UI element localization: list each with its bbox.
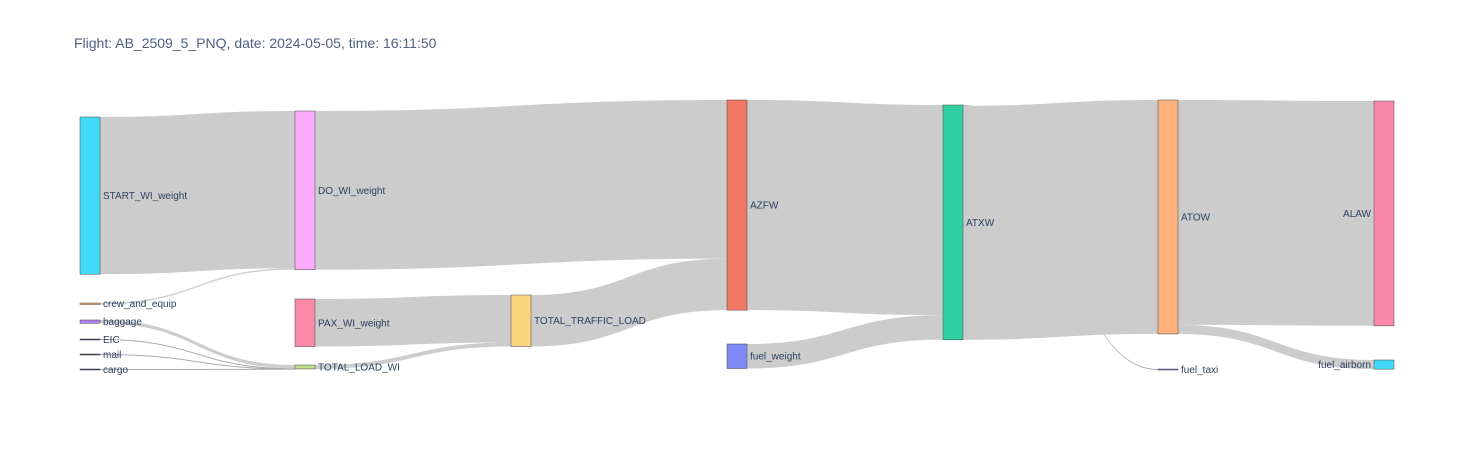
sankey-link-AZFW-to-ATXW[interactable] bbox=[747, 100, 943, 316]
sankey-node-cargo[interactable] bbox=[79, 368, 101, 371]
sankey-node-PAX_WI_weight[interactable] bbox=[294, 298, 316, 347]
sankey-link-fuel_weight-to-ATXW[interactable] bbox=[747, 315, 943, 369]
sankey-node-ALAW[interactable] bbox=[1373, 100, 1395, 327]
sankey-link-cargo-to-TOTAL_LOAD_WI[interactable] bbox=[100, 368, 295, 370]
sankey-node-ATXW[interactable] bbox=[942, 104, 964, 340]
sankey-node-label: ALAW bbox=[1343, 209, 1372, 220]
sankey-node-mail[interactable] bbox=[79, 353, 101, 356]
sankey-node-START_WI_weight[interactable] bbox=[79, 116, 101, 275]
sankey-node-label: ATOW bbox=[1181, 213, 1211, 224]
sankey-node-baggage[interactable] bbox=[79, 319, 101, 324]
sankey-node-ATOW[interactable] bbox=[1157, 99, 1179, 335]
sankey-node-fuel_airborn[interactable] bbox=[1373, 359, 1395, 370]
sankey-link-TOTAL_TRAFFIC_LOAD-to-AZFW[interactable] bbox=[531, 258, 727, 347]
sankey-node-label: baggage bbox=[103, 317, 142, 328]
sankey-node-label: cargo bbox=[103, 365, 128, 376]
sankey-link-baggage-to-TOTAL_LOAD_WI[interactable] bbox=[100, 320, 295, 369]
sankey-node-label: ATXW bbox=[966, 218, 995, 229]
chart-title: Flight: AB_2509_5_PNQ, date: 2024-05-05,… bbox=[74, 35, 437, 51]
sankey-link-mail-to-TOTAL_LOAD_WI[interactable] bbox=[100, 354, 295, 370]
sankey-node-label: fuel_weight bbox=[750, 352, 801, 363]
sankey-link-EIC-to-TOTAL_LOAD_WI[interactable] bbox=[100, 339, 295, 370]
sankey-link-TOTAL_LOAD_WI-to-TOTAL_TRAFFIC_LOAD[interactable] bbox=[315, 342, 511, 369]
sankey-node-label: PAX_WI_weight bbox=[318, 318, 390, 329]
sankey-nodes bbox=[79, 99, 1395, 371]
sankey-link-START_WI_weight-to-DO_WI_weight[interactable] bbox=[100, 111, 295, 275]
sankey-link-ATOW-to-ALAW[interactable] bbox=[1178, 100, 1374, 326]
sankey-node-label: TOTAL_LOAD_WI bbox=[318, 362, 400, 373]
sankey-node-AZFW[interactable] bbox=[726, 99, 748, 311]
sankey-link-PAX_WI_weight-to-TOTAL_TRAFFIC_LOAD[interactable] bbox=[315, 295, 511, 347]
sankey-node-TOTAL_TRAFFIC_LOAD[interactable] bbox=[510, 294, 532, 347]
sankey-link-DO_WI_weight-to-AZFW[interactable] bbox=[315, 100, 727, 270]
sankey-node-label: fuel_airborn bbox=[1318, 360, 1371, 371]
sankey-node-label: DO_WI_weight bbox=[318, 186, 385, 197]
sankey-link-crew_and_equip-to-DO_WI_weight[interactable] bbox=[100, 268, 295, 305]
sankey-node-label: AZFW bbox=[750, 201, 779, 212]
sankey-node-TOTAL_LOAD_WI[interactable] bbox=[294, 364, 316, 370]
sankey-node-label: fuel_taxi bbox=[1181, 365, 1218, 376]
sankey-node-crew_and_equip[interactable] bbox=[79, 302, 101, 305]
sankey-node-label: EIC bbox=[103, 335, 120, 346]
sankey-node-label: TOTAL_TRAFFIC_LOAD bbox=[534, 316, 646, 327]
sankey-node-label: START_WI_weight bbox=[103, 191, 187, 202]
sankey-links bbox=[100, 100, 1374, 370]
sankey-node-label: mail bbox=[103, 350, 121, 361]
sankey-node-DO_WI_weight[interactable] bbox=[294, 110, 316, 270]
sankey-link-ATOW-to-fuel_airborn[interactable] bbox=[1178, 324, 1374, 370]
sankey-node-fuel_weight[interactable] bbox=[726, 343, 748, 369]
sankey-node-EIC[interactable] bbox=[79, 338, 101, 341]
sankey-node-label: crew_and_equip bbox=[103, 299, 177, 310]
sankey-link-ATXW-to-ATOW[interactable] bbox=[963, 100, 1158, 340]
sankey-node-fuel_taxi[interactable] bbox=[1157, 368, 1179, 371]
